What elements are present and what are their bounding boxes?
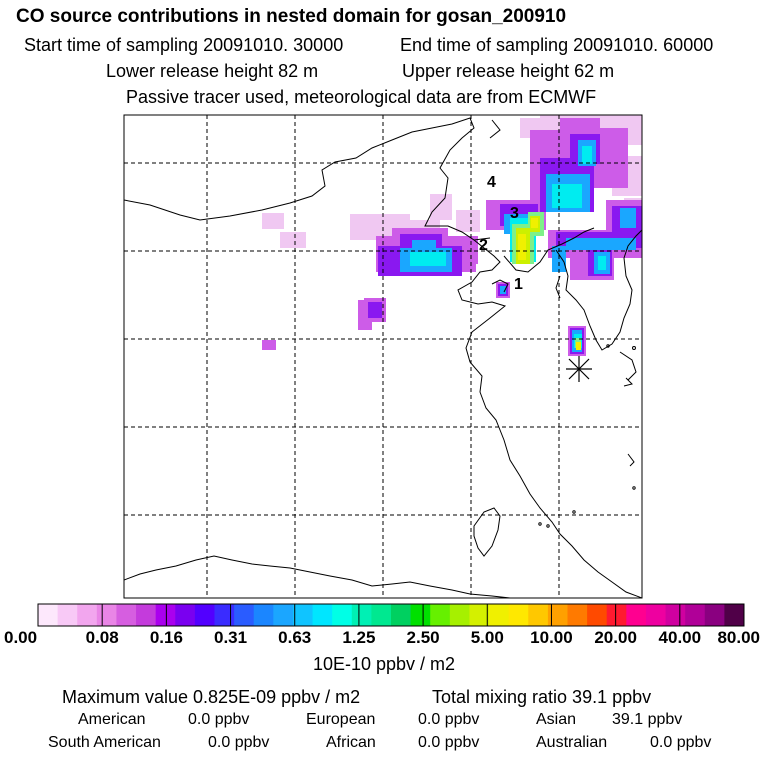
small-islands: [538, 344, 636, 528]
colorbar-tick-label: 0.08: [85, 628, 119, 647]
region-name-european: European: [306, 711, 376, 728]
colorbar-swatch: [136, 604, 157, 626]
colorbar-swatch: [234, 604, 255, 626]
colorbar-swatch: [253, 604, 274, 626]
colorbar-swatch: [38, 604, 59, 626]
region-name-south-american: South American: [48, 734, 161, 751]
colorbar-swatch: [351, 604, 372, 626]
region-name-australian: Australian: [536, 734, 608, 751]
region-name-asian: Asian: [536, 711, 577, 728]
graticule: [124, 115, 642, 598]
coastlines: [124, 117, 642, 598]
plot-title: CO source contributions in nested domain…: [16, 6, 567, 27]
tracer-note: Passive tracer used, meteorological data…: [126, 87, 597, 107]
colorbar-swatch: [410, 604, 431, 626]
region-value-australian: 0.0 ppbv: [650, 734, 712, 751]
colorbar-swatch: [587, 604, 608, 626]
colorbar-swatch: [391, 604, 412, 626]
colorbar-tick-label: 0.63: [278, 628, 312, 647]
colorbar-frame: [37, 603, 745, 627]
colorbar-tick-label: 0.16: [149, 628, 183, 647]
colorbar-swatch: [665, 604, 686, 626]
site-label-4: 4: [487, 174, 496, 191]
site-label-2: 2: [479, 237, 488, 254]
colorbar-swatch: [175, 604, 196, 626]
maximum-value-label: Maximum value 0.825E-09 ppbv / m2: [62, 687, 361, 707]
map-frame: [123, 114, 643, 599]
receptor-asterisk-icon: [566, 356, 592, 382]
colorbar-swatch: [704, 604, 725, 626]
site-label-1: 1: [514, 276, 523, 293]
colorbar-tick-label: 1.25: [342, 628, 376, 647]
colorbar-swatch: [312, 604, 333, 626]
colorbar-swatch: [528, 604, 549, 626]
concentration-field: [262, 115, 642, 356]
colorbar-swatch: [449, 604, 470, 626]
region-name-african: African: [326, 734, 376, 751]
colorbar-swatch: [469, 604, 490, 626]
colorbar-swatch: [645, 604, 667, 626]
colorbar-tick-label: 80.00: [717, 628, 760, 647]
colorbar-tick-label: 0.31: [213, 628, 248, 647]
colorbar-swatch: [626, 604, 647, 626]
region-value-african: 0.0 ppbv: [418, 734, 480, 751]
site-label-3: 3: [510, 205, 519, 222]
colorbar-swatch: [371, 604, 392, 626]
colorbar-tick-label: 0.00: [4, 628, 38, 647]
colorbar-swatch: [77, 604, 98, 626]
upper-release-height-label: Upper release height 62 m: [402, 61, 615, 81]
colorbar-swatch: [685, 604, 706, 626]
colorbar-swatch: [489, 604, 510, 626]
colorbar-units: 10E-10 ppbv / m2: [312, 654, 456, 674]
colorbar-tick-label: 40.00: [658, 628, 702, 647]
region-value-south-american: 0.0 ppbv: [208, 734, 270, 751]
colorbar-swatch: [292, 604, 314, 626]
colorbar-swatch: [332, 604, 353, 626]
total-mixing-ratio-label: Total mixing ratio 39.1 ppbv: [432, 687, 652, 707]
colorbar-tick-label: 20.00: [594, 628, 637, 647]
region-value-american: 0.0 ppbv: [188, 711, 250, 728]
colorbar: [37, 603, 745, 627]
colorbar-swatch: [606, 604, 627, 626]
region-name-american: American: [78, 711, 146, 728]
colorbar-swatch: [194, 604, 215, 626]
lower-release-height-label: Lower release height 82 m: [106, 61, 319, 81]
start-time-label: Start time of sampling 20091010. 30000: [24, 35, 344, 55]
region-value-asian: 39.1 ppbv: [612, 711, 683, 728]
colorbar-tick-label: 10.00: [530, 628, 573, 647]
plume-yellow: [518, 218, 581, 350]
colorbar-swatch: [155, 604, 176, 626]
colorbar-tick-label: 2.50: [406, 628, 440, 647]
colorbar-swatch: [567, 604, 588, 626]
colorbar-swatch: [724, 604, 745, 626]
colorbar-swatch: [116, 604, 137, 626]
colorbar-tick-label: 5.00: [470, 628, 504, 647]
colorbar-swatch: [273, 604, 294, 626]
colorbar-swatch: [508, 604, 529, 626]
end-time-label: End time of sampling 20091010. 60000: [400, 35, 714, 55]
colorbar-swatch: [430, 604, 451, 626]
region-value-european: 0.0 ppbv: [418, 711, 480, 728]
colorbar-swatch: [547, 604, 568, 626]
colorbar-swatch: [57, 604, 78, 626]
colorbar-swatch: [214, 604, 235, 626]
colorbar-swatch: [96, 604, 117, 626]
